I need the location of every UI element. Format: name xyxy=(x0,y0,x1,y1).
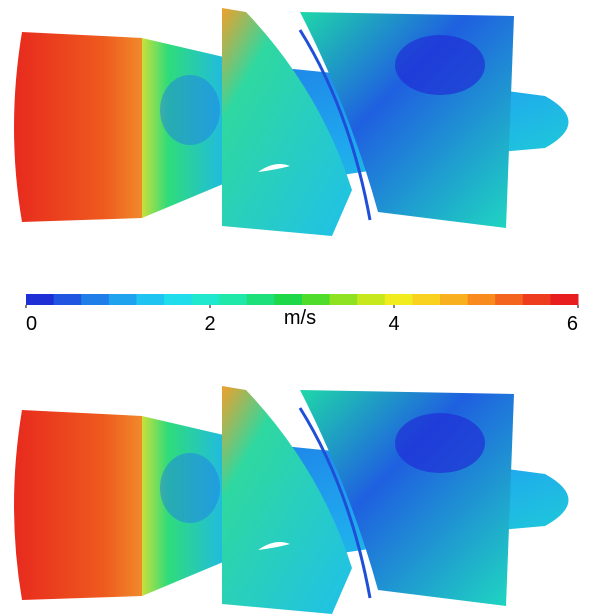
contour-bottom xyxy=(14,386,569,614)
colorbar-band xyxy=(550,294,578,305)
colorbar-band xyxy=(330,294,358,305)
colorbar-band xyxy=(219,294,247,305)
colorbar-tick-label: 0 xyxy=(26,313,37,335)
colorbar-band xyxy=(109,294,137,305)
colorbar-band xyxy=(54,294,82,305)
colorbar-band xyxy=(385,294,413,305)
colorbar-band xyxy=(81,294,109,305)
colorbar-label: m/s xyxy=(284,307,316,329)
colorbar-tick-label: 6 xyxy=(567,313,578,335)
colorbar-band xyxy=(26,294,54,305)
colorbar-band xyxy=(247,294,275,305)
colorbar-band xyxy=(468,294,496,305)
colorbar-band xyxy=(412,294,440,305)
colorbar-band xyxy=(302,294,330,305)
colorbar-band xyxy=(440,294,468,305)
colorbar-band xyxy=(136,294,164,305)
colorbar-band xyxy=(274,294,302,305)
colorbar-tick-label: 4 xyxy=(388,313,399,335)
colorbar-band xyxy=(192,294,220,305)
contour-top xyxy=(14,8,569,236)
colorbar-band xyxy=(357,294,385,305)
colorbar-band xyxy=(523,294,551,305)
figure: 0 2 4 6 m/s xyxy=(0,0,590,614)
colorbar-band xyxy=(495,294,523,305)
colorbar-tick-label: 2 xyxy=(204,313,215,335)
colorbar-band xyxy=(164,294,192,305)
